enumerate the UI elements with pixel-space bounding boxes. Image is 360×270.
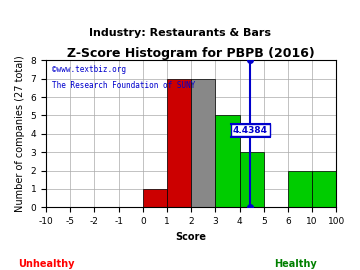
Text: Industry: Restaurants & Bars: Industry: Restaurants & Bars <box>89 28 271 38</box>
Bar <box>191 79 215 207</box>
Bar <box>215 116 240 207</box>
Text: ©www.textbiz.org: ©www.textbiz.org <box>52 65 126 74</box>
Text: Unhealthy: Unhealthy <box>19 259 75 269</box>
Bar <box>288 171 312 207</box>
Text: 4.4384: 4.4384 <box>233 126 268 135</box>
Bar <box>143 189 167 207</box>
Bar <box>240 152 264 207</box>
Bar <box>312 171 336 207</box>
Y-axis label: Number of companies (27 total): Number of companies (27 total) <box>15 55 25 212</box>
Title: Z-Score Histogram for PBPB (2016): Z-Score Histogram for PBPB (2016) <box>67 48 315 60</box>
Text: Healthy: Healthy <box>274 259 316 269</box>
Bar <box>167 79 191 207</box>
X-axis label: Score: Score <box>176 231 207 241</box>
Text: The Research Foundation of SUNY: The Research Foundation of SUNY <box>52 81 195 90</box>
